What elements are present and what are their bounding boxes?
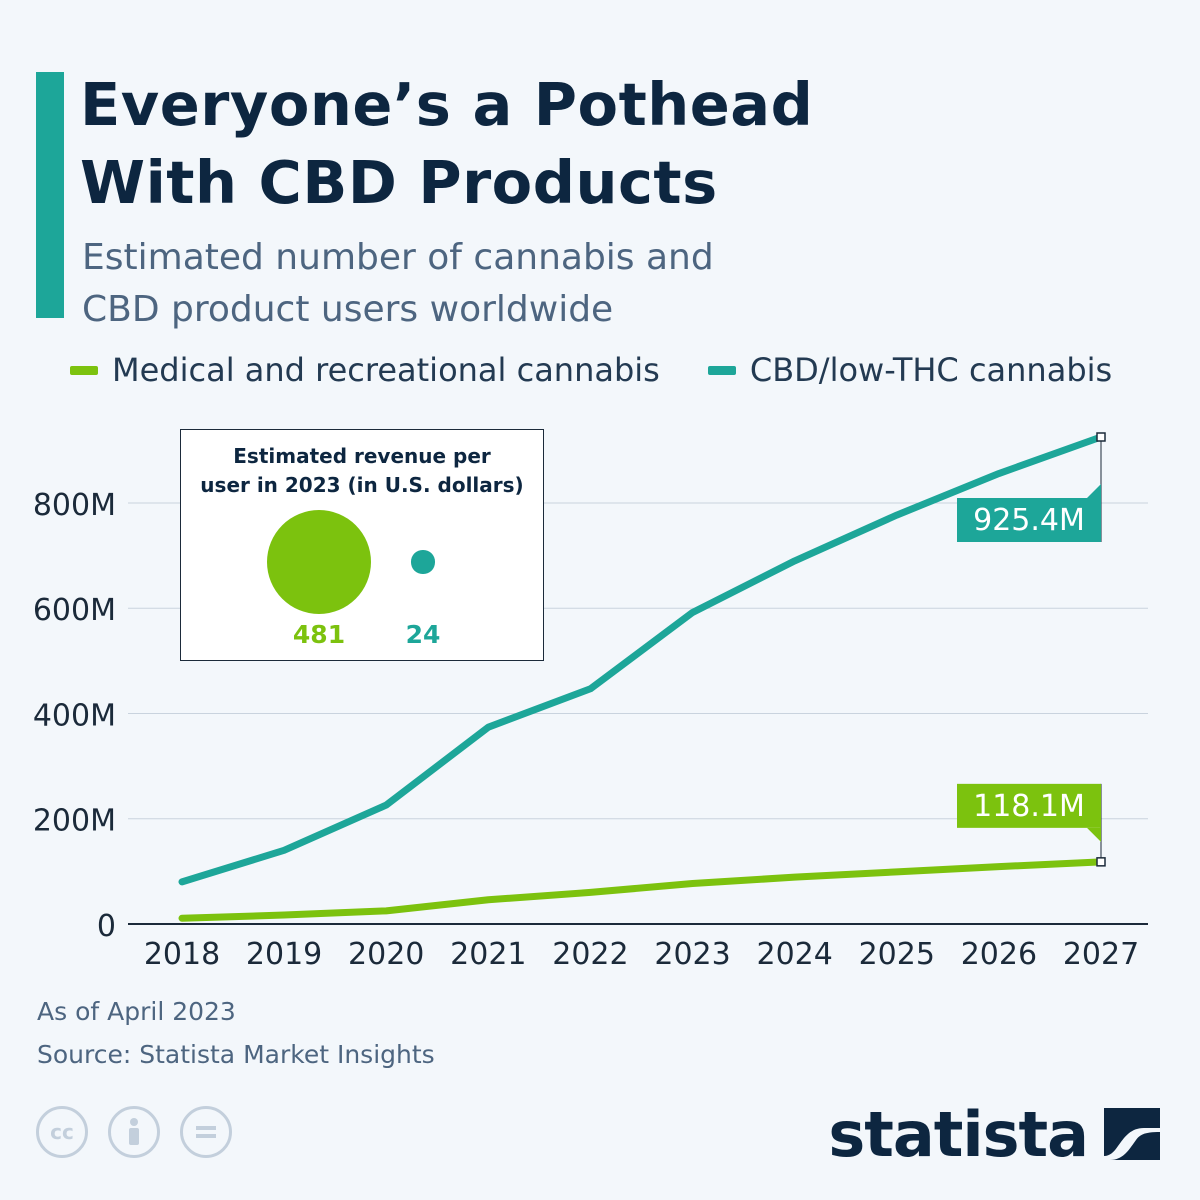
- x-tick-label-2026: 2026: [961, 937, 1037, 972]
- chart-title-line-2: With CBD Products: [80, 148, 718, 217]
- y-tick-label-800M: 800M: [33, 488, 116, 523]
- revenue-bubble-cbd-low-thc: [411, 550, 435, 574]
- revenue-value-medical-recreational: 481: [292, 620, 346, 649]
- cc-icon[interactable]: cc: [36, 1106, 88, 1158]
- chart-legend: Medical and recreational cannabis CBD/lo…: [70, 348, 1160, 392]
- x-tick-label-2018: 2018: [144, 937, 220, 972]
- y-tick-label-0: 0: [97, 909, 116, 944]
- revenue-value-cbd-low-thc: 24: [405, 620, 441, 649]
- x-tick-label-2025: 2025: [859, 937, 935, 972]
- x-tick-label-2024: 2024: [756, 937, 832, 972]
- footnote: As of April 2023 Source: Statista Market…: [37, 990, 435, 1076]
- legend-swatch-medical-recreational: [70, 365, 98, 375]
- x-tick-label-2023: 2023: [654, 937, 730, 972]
- attribution-icon[interactable]: [108, 1106, 160, 1158]
- revenue-per-user-inset: Estimated revenue per user in 2023 (in U…: [180, 429, 544, 661]
- value-label-s1: 925.4M: [973, 503, 1085, 538]
- chart-title-line-1: Everyone’s a Pothead: [80, 70, 814, 139]
- x-tick-label-2021: 2021: [450, 937, 526, 972]
- statista-logo-mark-icon: [1104, 1108, 1160, 1160]
- series-line-0: [178, 858, 1105, 922]
- legend-item-medical-recreational: Medical and recreational cannabis: [70, 351, 660, 389]
- value-label-box-s1: [957, 498, 1101, 542]
- y-tick-label-200M: 200M: [33, 804, 116, 839]
- statista-logo[interactable]: statista: [828, 1098, 1089, 1171]
- inset-title-line-2: user in 2023 (in U.S. dollars): [200, 473, 524, 497]
- y-tick-label-600M: 600M: [33, 593, 116, 628]
- revenue-bubble-medical-recreational: [267, 510, 371, 614]
- value-label-s0: 118.1M: [973, 789, 1085, 824]
- legend-label-cbd-low-thc: CBD/low-THC cannabis: [749, 351, 1113, 389]
- title-accent-bar: [36, 72, 64, 318]
- source-note: Source: Statista Market Insights: [37, 1040, 435, 1069]
- legend-swatch-cbd-low-thc: [707, 365, 736, 375]
- inset-title: Estimated revenue per user in 2023 (in U…: [181, 442, 543, 500]
- x-tick-label-2019: 2019: [246, 937, 322, 972]
- x-tick-label-2027: 2027: [1063, 937, 1139, 972]
- value-label-pointer-s0: [1087, 827, 1101, 842]
- series-line-1: [178, 433, 1105, 886]
- x-tick-label-2020: 2020: [348, 937, 424, 972]
- legend-label-medical-recreational: Medical and recreational cannabis: [112, 351, 660, 389]
- chart-subtitle-line-2: CBD product users worldwide: [82, 289, 614, 330]
- chart-subtitle: Estimated number of cannabis and CBD pro…: [82, 232, 714, 336]
- inset-title-line-1: Estimated revenue per: [233, 444, 491, 468]
- no-derivatives-icon[interactable]: [180, 1106, 232, 1158]
- license-icons: cc: [36, 1106, 252, 1158]
- end-marker-s1: [1096, 432, 1106, 442]
- as-of-note: As of April 2023: [37, 997, 236, 1026]
- chart-title: Everyone’s a Pothead With CBD Products: [80, 66, 813, 222]
- chart-subtitle-line-1: Estimated number of cannabis and: [82, 237, 714, 278]
- value-label-box-s0: [957, 783, 1101, 828]
- x-tick-label-2022: 2022: [552, 937, 628, 972]
- legend-item-cbd-low-thc: CBD/low-THC cannabis: [707, 351, 1113, 389]
- end-marker-s0: [1096, 857, 1106, 867]
- y-tick-label-400M: 400M: [33, 698, 116, 733]
- value-label-pointer-s1: [1087, 484, 1101, 498]
